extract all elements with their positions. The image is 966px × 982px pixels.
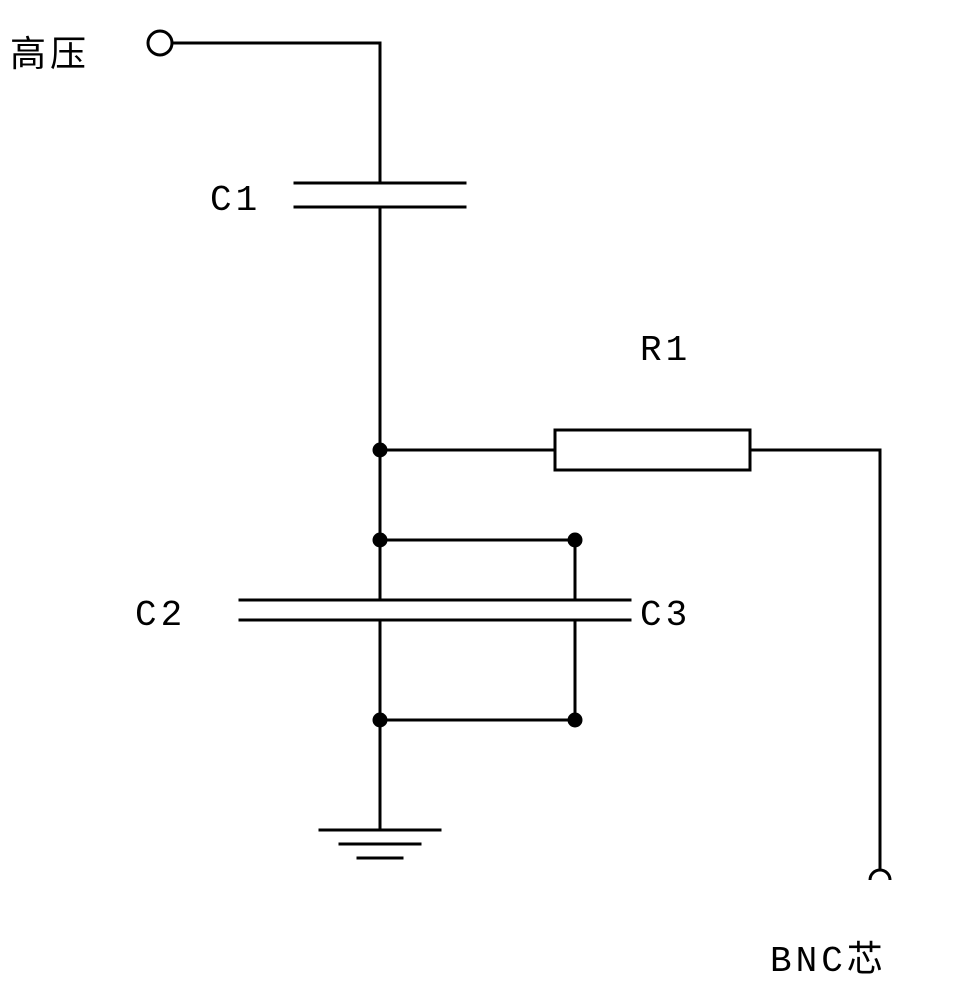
label-high-voltage: 高压	[10, 25, 90, 77]
label-c3: C3	[640, 595, 691, 636]
label-c2: C2	[135, 595, 186, 636]
label-r1: R1	[640, 330, 691, 371]
label-bnc: BNC芯	[770, 930, 887, 982]
circuit-schematic	[0, 0, 966, 981]
label-c1: C1	[210, 180, 261, 221]
